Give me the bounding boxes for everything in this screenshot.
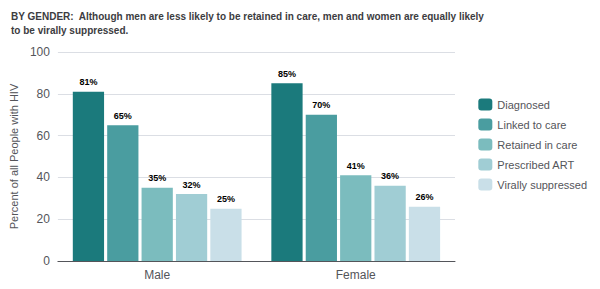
svg-text:80: 80: [37, 87, 51, 101]
svg-text:40: 40: [37, 170, 51, 184]
svg-text:Female: Female: [336, 268, 376, 282]
svg-text:to be virally suppressed.: to be virally suppressed.: [11, 25, 128, 36]
svg-text:Percent of all People with HIV: Percent of all People with HIV: [8, 83, 20, 229]
svg-text:60: 60: [37, 129, 51, 143]
svg-text:Prescribed ART: Prescribed ART: [497, 159, 574, 171]
svg-text:Diagnosed: Diagnosed: [497, 99, 550, 111]
svg-text:41%: 41%: [347, 161, 365, 171]
svg-text:85%: 85%: [278, 69, 296, 79]
svg-text:0: 0: [43, 254, 50, 268]
svg-text:100: 100: [30, 45, 50, 59]
svg-text:32%: 32%: [183, 180, 201, 190]
svg-text:26%: 26%: [415, 192, 433, 202]
svg-text:65%: 65%: [114, 111, 132, 121]
svg-text:20: 20: [37, 212, 51, 226]
svg-text:35%: 35%: [148, 173, 166, 183]
svg-text:70%: 70%: [312, 100, 330, 110]
svg-text:BY GENDER: Although men are l: BY GENDER: Although men are less likely …: [11, 11, 484, 22]
svg-text:36%: 36%: [381, 171, 399, 181]
svg-text:25%: 25%: [217, 194, 235, 204]
svg-text:Male: Male: [144, 268, 170, 282]
svg-text:Virally suppressed: Virally suppressed: [497, 179, 587, 191]
svg-text:Retained in care: Retained in care: [497, 139, 577, 151]
svg-text:81%: 81%: [79, 77, 97, 87]
svg-text:Linked to care: Linked to care: [497, 119, 566, 131]
